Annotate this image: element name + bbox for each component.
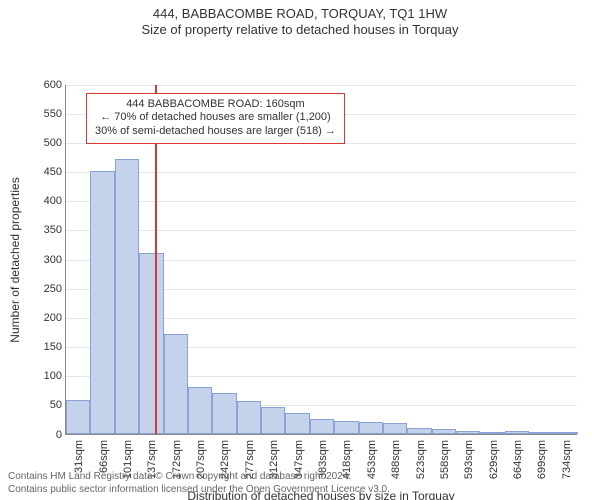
x-tick-label: 488sqm bbox=[388, 440, 402, 479]
annotation-line: 30% of semi-detached houses are larger (… bbox=[95, 125, 336, 139]
x-tick-label: 629sqm bbox=[486, 440, 500, 479]
histogram-bar bbox=[505, 431, 529, 434]
title-line-2: Size of property relative to detached ho… bbox=[0, 22, 600, 38]
x-tick-label: 558sqm bbox=[437, 440, 451, 479]
x-tick-label: 734sqm bbox=[559, 440, 573, 479]
y-tick-label: 300 bbox=[44, 254, 66, 266]
y-tick-label: 100 bbox=[44, 370, 66, 382]
annotation-line: ← 70% of detached houses are smaller (1,… bbox=[95, 111, 336, 125]
footer-line-1: Contains HM Land Registry data © Crown c… bbox=[8, 471, 390, 484]
title-block: 444, BABBACOMBE ROAD, TORQUAY, TQ1 1HW S… bbox=[0, 0, 600, 39]
chart: 0 50 100 150 200 250 300 350 400 450 500 550 600 31sq… bbox=[0, 39, 600, 500]
histogram-bar bbox=[66, 400, 90, 434]
y-tick-label: 550 bbox=[44, 108, 66, 120]
x-tick-label: 66sqm bbox=[96, 440, 110, 473]
y-tick-label: 50 bbox=[50, 399, 66, 411]
gridline bbox=[66, 172, 577, 173]
histogram-bar bbox=[90, 171, 114, 434]
histogram-bar bbox=[432, 429, 456, 434]
histogram-bar bbox=[188, 387, 212, 434]
gridline bbox=[66, 201, 577, 202]
y-tick-label: 600 bbox=[44, 79, 66, 91]
footer: Contains HM Land Registry data © Crown c… bbox=[8, 471, 390, 496]
plot-area: 05010015020025030035040045050055060031sq… bbox=[65, 85, 577, 435]
histogram-bar bbox=[456, 431, 480, 434]
title-line-1: 444, BABBACOMBE ROAD, TORQUAY, TQ1 1HW bbox=[0, 6, 600, 22]
y-axis-label: Number of detached properties bbox=[8, 177, 22, 342]
annotation-line: 444 BABBACOMBE ROAD: 160sqm bbox=[95, 98, 336, 112]
y-tick-label: 450 bbox=[44, 166, 66, 178]
x-tick-label: 699sqm bbox=[534, 440, 548, 479]
histogram-bar bbox=[115, 159, 139, 433]
footer-line-2: Contains public sector information licen… bbox=[8, 484, 390, 497]
histogram-bar bbox=[480, 432, 504, 434]
histogram-bar bbox=[529, 432, 553, 434]
histogram-bar bbox=[554, 432, 578, 434]
x-tick-label: 523sqm bbox=[413, 440, 427, 479]
gridline bbox=[66, 230, 577, 231]
y-tick-label: 350 bbox=[44, 224, 66, 236]
y-tick-label: 250 bbox=[44, 283, 66, 295]
histogram-bar bbox=[359, 422, 383, 434]
y-tick-label: 500 bbox=[44, 137, 66, 149]
histogram-bar bbox=[285, 413, 309, 433]
x-tick-label: 31sqm bbox=[71, 440, 85, 473]
y-tick-label: 0 bbox=[56, 429, 66, 441]
annotation-box: 444 BABBACOMBE ROAD: 160sqm← 70% of deta… bbox=[86, 93, 345, 144]
histogram-bar bbox=[139, 253, 163, 434]
y-tick-label: 200 bbox=[44, 312, 66, 324]
gridline bbox=[66, 85, 577, 86]
histogram-bar bbox=[334, 421, 358, 434]
histogram-bar bbox=[261, 407, 285, 433]
histogram-bar bbox=[383, 423, 407, 434]
y-tick-label: 150 bbox=[44, 341, 66, 353]
histogram-bar bbox=[407, 428, 431, 434]
y-tick-label: 400 bbox=[44, 195, 66, 207]
histogram-bar bbox=[164, 334, 188, 433]
histogram-bar bbox=[310, 419, 334, 434]
histogram-bar bbox=[237, 401, 261, 433]
x-tick-label: 593sqm bbox=[461, 440, 475, 479]
histogram-bar bbox=[212, 393, 236, 434]
x-tick-label: 664sqm bbox=[510, 440, 524, 479]
